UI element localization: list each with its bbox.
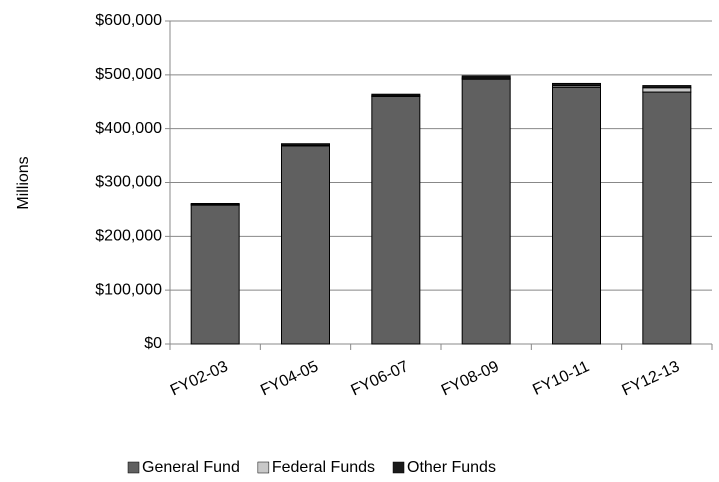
x-tick-label: FY12-13: [619, 358, 682, 399]
bar-segment: [461, 78, 511, 345]
y-tick-label: $500,000: [95, 66, 162, 83]
bar-segment: [552, 82, 601, 87]
bar-segment: [190, 204, 240, 345]
x-tick-label: FY02-03: [168, 358, 231, 399]
x-tick-label: FY10-11: [530, 358, 592, 399]
y-axis-label: Millions: [15, 156, 32, 209]
legend-swatch: [392, 461, 405, 474]
legend-swatch: [257, 461, 270, 474]
legend-swatch: [127, 461, 140, 474]
y-tick-label: $100,000: [95, 281, 162, 298]
bar-segment: [461, 75, 511, 79]
y-tick-label: $300,000: [95, 174, 162, 191]
bar-segment: [371, 93, 421, 97]
bar-segment: [281, 145, 330, 345]
y-tick-label: $600,000: [95, 12, 162, 29]
y-tick-label: $400,000: [95, 120, 162, 137]
y-tick-label: $200,000: [95, 228, 162, 245]
bar-segment: [552, 86, 601, 345]
bar-segment: [371, 95, 421, 345]
legend-label: General Fund: [142, 459, 240, 476]
legend-label: Federal Funds: [272, 459, 375, 476]
bar-segment: [642, 87, 692, 93]
bar-segment: [190, 202, 240, 206]
x-tick-label: FY04-05: [258, 358, 321, 399]
legend-label: Other Funds: [407, 459, 496, 476]
bar-segment: [642, 91, 692, 345]
x-tick-label: FY08-09: [439, 358, 502, 399]
bar-segment: [642, 85, 692, 89]
bar-segment: [281, 143, 330, 146]
x-tick-label: FY06-07: [348, 358, 411, 399]
y-tick-label: $0: [144, 335, 162, 352]
